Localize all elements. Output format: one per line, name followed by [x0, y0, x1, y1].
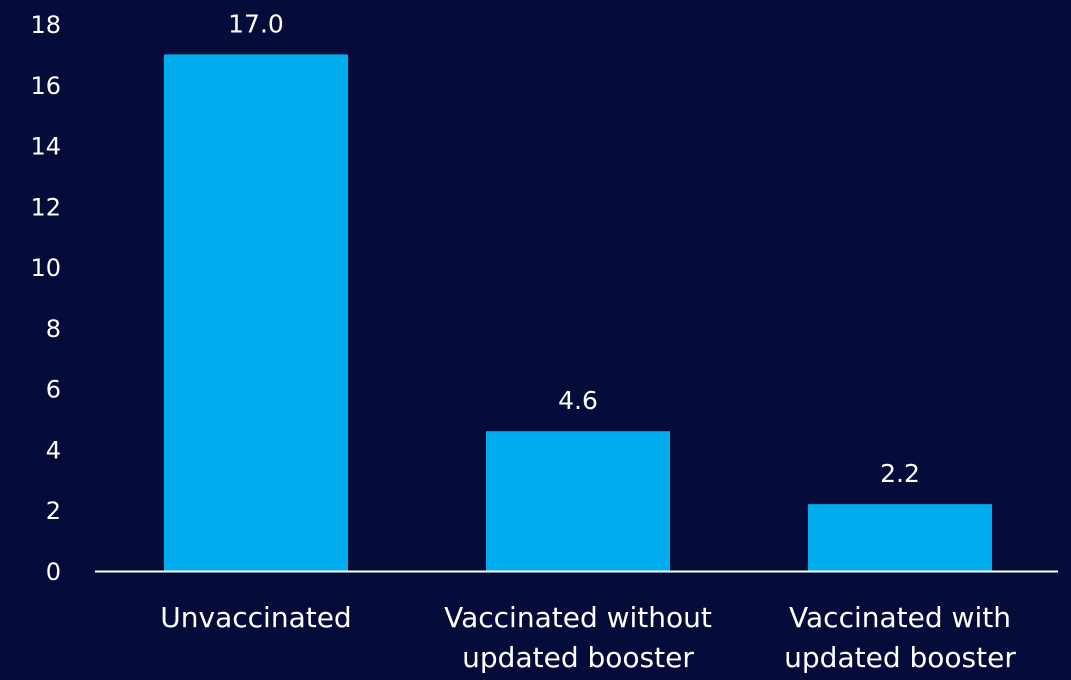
y-tick-label: 4 [46, 436, 61, 464]
category-label: Vaccinated without [444, 601, 712, 634]
data-labels: 17.0 4.6 2.2 [228, 9, 920, 488]
y-axis-tick-labels: 0 2 4 6 8 10 12 14 16 18 [30, 11, 61, 586]
y-tick-label: 8 [46, 315, 61, 343]
y-tick-label: 18 [30, 11, 61, 39]
data-label: 17.0 [228, 9, 284, 38]
category-label: Unvaccinated [160, 601, 351, 634]
category-label: updated booster [462, 641, 694, 674]
y-tick-label: 10 [30, 254, 61, 282]
data-label: 2.2 [880, 459, 920, 488]
bar-series [164, 54, 992, 571]
category-labels: Unvaccinated Vaccinated without updated bo… [160, 601, 1016, 674]
bar [486, 431, 670, 571]
y-tick-label: 16 [30, 72, 61, 100]
data-label: 4.6 [558, 386, 598, 415]
category-label: updated booster [784, 641, 1016, 674]
y-tick-label: 6 [46, 376, 61, 404]
y-tick-label: 12 [30, 193, 61, 221]
bar [808, 504, 992, 571]
bar [164, 54, 348, 571]
y-tick-label: 0 [46, 558, 61, 586]
y-tick-label: 14 [30, 133, 61, 161]
y-tick-label: 2 [46, 497, 61, 525]
category-label: Vaccinated with [789, 601, 1011, 634]
